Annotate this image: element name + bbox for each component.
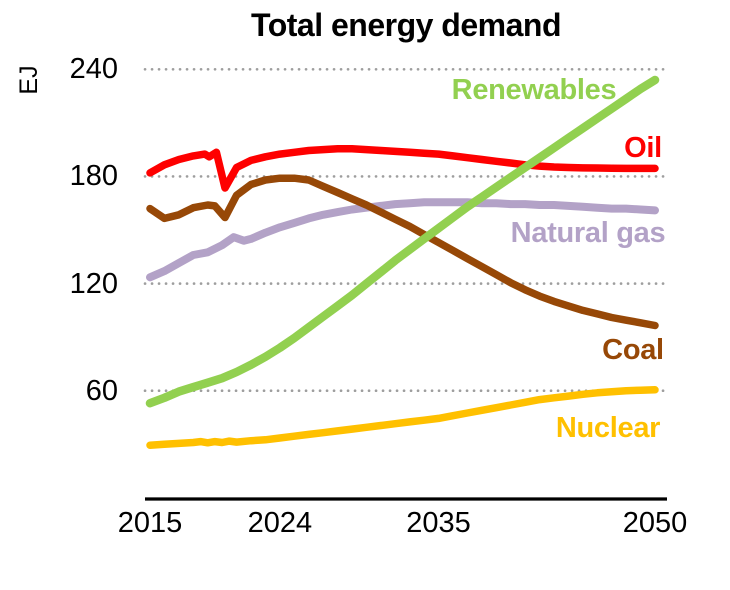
x-tick-label: 2050: [622, 507, 688, 539]
series-label-coal: Coal: [602, 334, 664, 366]
series-label-natural-gas: Natural gas: [510, 217, 666, 249]
x-tick-label: 2035: [406, 507, 471, 539]
series-line-natural-gas: [146, 198, 659, 282]
y-tick-label: 240: [69, 53, 118, 86]
series-label-nuclear: Nuclear: [555, 412, 661, 444]
chart-title: Total energy demand: [251, 7, 561, 43]
series-line-renewables: [145, 75, 660, 408]
y-tick-label: 120: [69, 267, 118, 300]
x-tick-label: 2024: [247, 507, 313, 539]
y-tick-label: 60: [85, 374, 118, 407]
series-line-coal: [146, 174, 659, 330]
x-tick-label: 2015: [117, 507, 183, 539]
series-line-oil: [146, 145, 659, 192]
series-label-oil: Oil: [624, 132, 662, 164]
y-tick-label: 180: [69, 160, 118, 193]
series-line-nuclear: [146, 386, 659, 449]
series-label-renewables: Renewables: [451, 74, 617, 106]
